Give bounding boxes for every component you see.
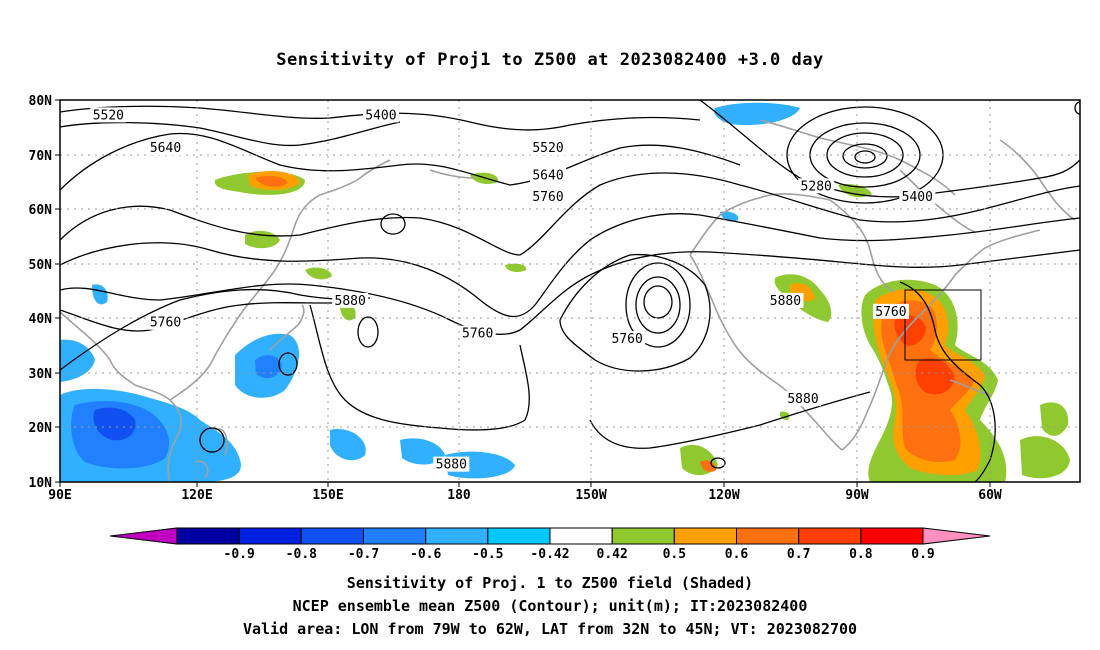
contour-label: 5280 — [798, 178, 835, 194]
y-axis — [55, 99, 60, 483]
contour-label-text: 5640 — [532, 168, 563, 183]
colorbar-swatch — [798, 527, 862, 545]
contour-label: 5760 — [459, 325, 496, 342]
colorbar-label: -0.9 — [224, 547, 255, 562]
colorbar-label: 0.5 — [663, 547, 686, 562]
x-tick-label: 90E — [48, 488, 71, 503]
caption-valid-area: Valid area: LON from 79W to 62W, LAT fro… — [242, 620, 858, 638]
colorbar-swatch — [425, 527, 489, 545]
colorbar-label: -0.42 — [530, 547, 569, 562]
x-tick-label: 120W — [708, 488, 739, 503]
colorbar-label: -0.5 — [472, 547, 503, 562]
colorbar-swatch — [176, 527, 240, 545]
colorbar-label: -0.6 — [410, 547, 441, 562]
y-tick-label: 10N — [29, 476, 53, 491]
contour-label-text: 5400 — [902, 190, 933, 205]
contour-label: 5760 — [530, 189, 567, 205]
y-tick-label: 40N — [29, 312, 53, 327]
contour-label-text: 5880 — [335, 294, 366, 309]
y-tick-label: 20N — [29, 421, 53, 436]
x-tick-label: 60W — [978, 488, 1002, 503]
contour-label: 5640 — [147, 140, 184, 156]
colorbar: -0.9 -0.8 -0.7 -0.6 -0.5 -0.42 0.42 0.5 0.6 0.7 0.… — [109, 527, 991, 562]
x-tick-label: 90W — [845, 488, 869, 503]
x-tick-label: 120E — [181, 488, 212, 503]
colorbar-label: -0.8 — [286, 547, 317, 562]
colorbar-label: 0.42 — [597, 547, 628, 562]
contour-label: 5520 — [530, 140, 567, 156]
colorbar-swatch — [611, 527, 675, 545]
contour-label-text: 5640 — [150, 141, 181, 156]
contour-label: 5880 — [332, 292, 369, 309]
y-tick-label: 70N — [29, 149, 53, 164]
y-tick-label: 80N — [29, 94, 53, 109]
colorbar-label: -0.7 — [348, 547, 379, 562]
contour-labels: 5520 5400 5640 5520 5640 5280 5760 5400 5880 5880… — [90, 107, 936, 473]
colorbar-swatch — [549, 527, 613, 545]
colorbar-swatch — [487, 527, 551, 545]
contour-label: 5760 — [609, 331, 646, 347]
coastlines — [60, 119, 1076, 482]
contour-label-text: 5520 — [93, 108, 124, 123]
colorbar-label: 0.6 — [725, 547, 749, 562]
caption-contour: NCEP ensemble mean Z500 (Contour); unit(… — [292, 597, 808, 615]
contour-label-text: 5880 — [436, 458, 467, 473]
contour-label-text: 5760 — [150, 316, 181, 331]
colorbar-label: 0.9 — [911, 547, 934, 562]
y-tick-label: 50N — [29, 258, 53, 273]
contour-label: 5880 — [785, 391, 822, 407]
contour-label-text: 5280 — [801, 179, 832, 194]
contour-label: 5880 — [767, 292, 804, 309]
x-tick-label: 150E — [312, 488, 343, 503]
contour-label: 5640 — [530, 167, 567, 183]
colorbar-swatch — [736, 527, 800, 545]
contour-label: 5400 — [899, 189, 936, 205]
contour-label-text: 5880 — [787, 392, 818, 407]
contour-label: 5760 — [147, 314, 184, 331]
caption-shading: Sensitivity of Proj. 1 to Z500 field (Sh… — [346, 574, 754, 592]
contour-label-text: 5760 — [611, 332, 642, 347]
contour-label-text: 5760 — [875, 305, 906, 320]
map-title: Sensitivity of Proj1 to Z500 at 20230824… — [276, 50, 824, 70]
contour-label: 5400 — [362, 107, 399, 123]
colorbar-swatch — [363, 527, 427, 545]
colorbar-min-triangle — [109, 527, 178, 545]
contour-label: 5520 — [90, 107, 127, 123]
z500-contours — [60, 100, 1080, 482]
colorbar-swatch — [300, 527, 365, 545]
colorbar-label: 0.7 — [787, 547, 810, 562]
x-tick-label: 150W — [575, 488, 606, 503]
plot-frame — [59, 99, 1081, 483]
colorbar-swatch — [860, 527, 924, 545]
x-axis — [59, 482, 991, 487]
colorbar-max-triangle — [922, 527, 991, 545]
y-tick-labels: 80N 70N 60N 50N 40N 30N 20N 10N — [29, 94, 53, 491]
contour-label-text: 5760 — [532, 190, 563, 205]
contour-label-text: 5760 — [462, 327, 493, 342]
contour-label: 5880 — [433, 456, 470, 473]
colorbar-label: 0.8 — [849, 547, 873, 562]
colorbar-swatch — [673, 527, 737, 545]
contour-label-text: 5880 — [770, 294, 801, 309]
contour-label: 5760 — [872, 303, 909, 320]
colorbar-swatch — [238, 527, 302, 545]
x-tick-label: 180 — [447, 488, 471, 503]
gridlines — [60, 100, 1080, 482]
y-tick-label: 60N — [29, 203, 53, 218]
contour-label-text: 5400 — [365, 108, 396, 123]
y-tick-label: 30N — [29, 367, 53, 382]
contour-label-text: 5520 — [532, 141, 563, 156]
x-tick-labels: 90E 120E 150E 180 150W 120W 90W 60W — [48, 488, 1002, 503]
